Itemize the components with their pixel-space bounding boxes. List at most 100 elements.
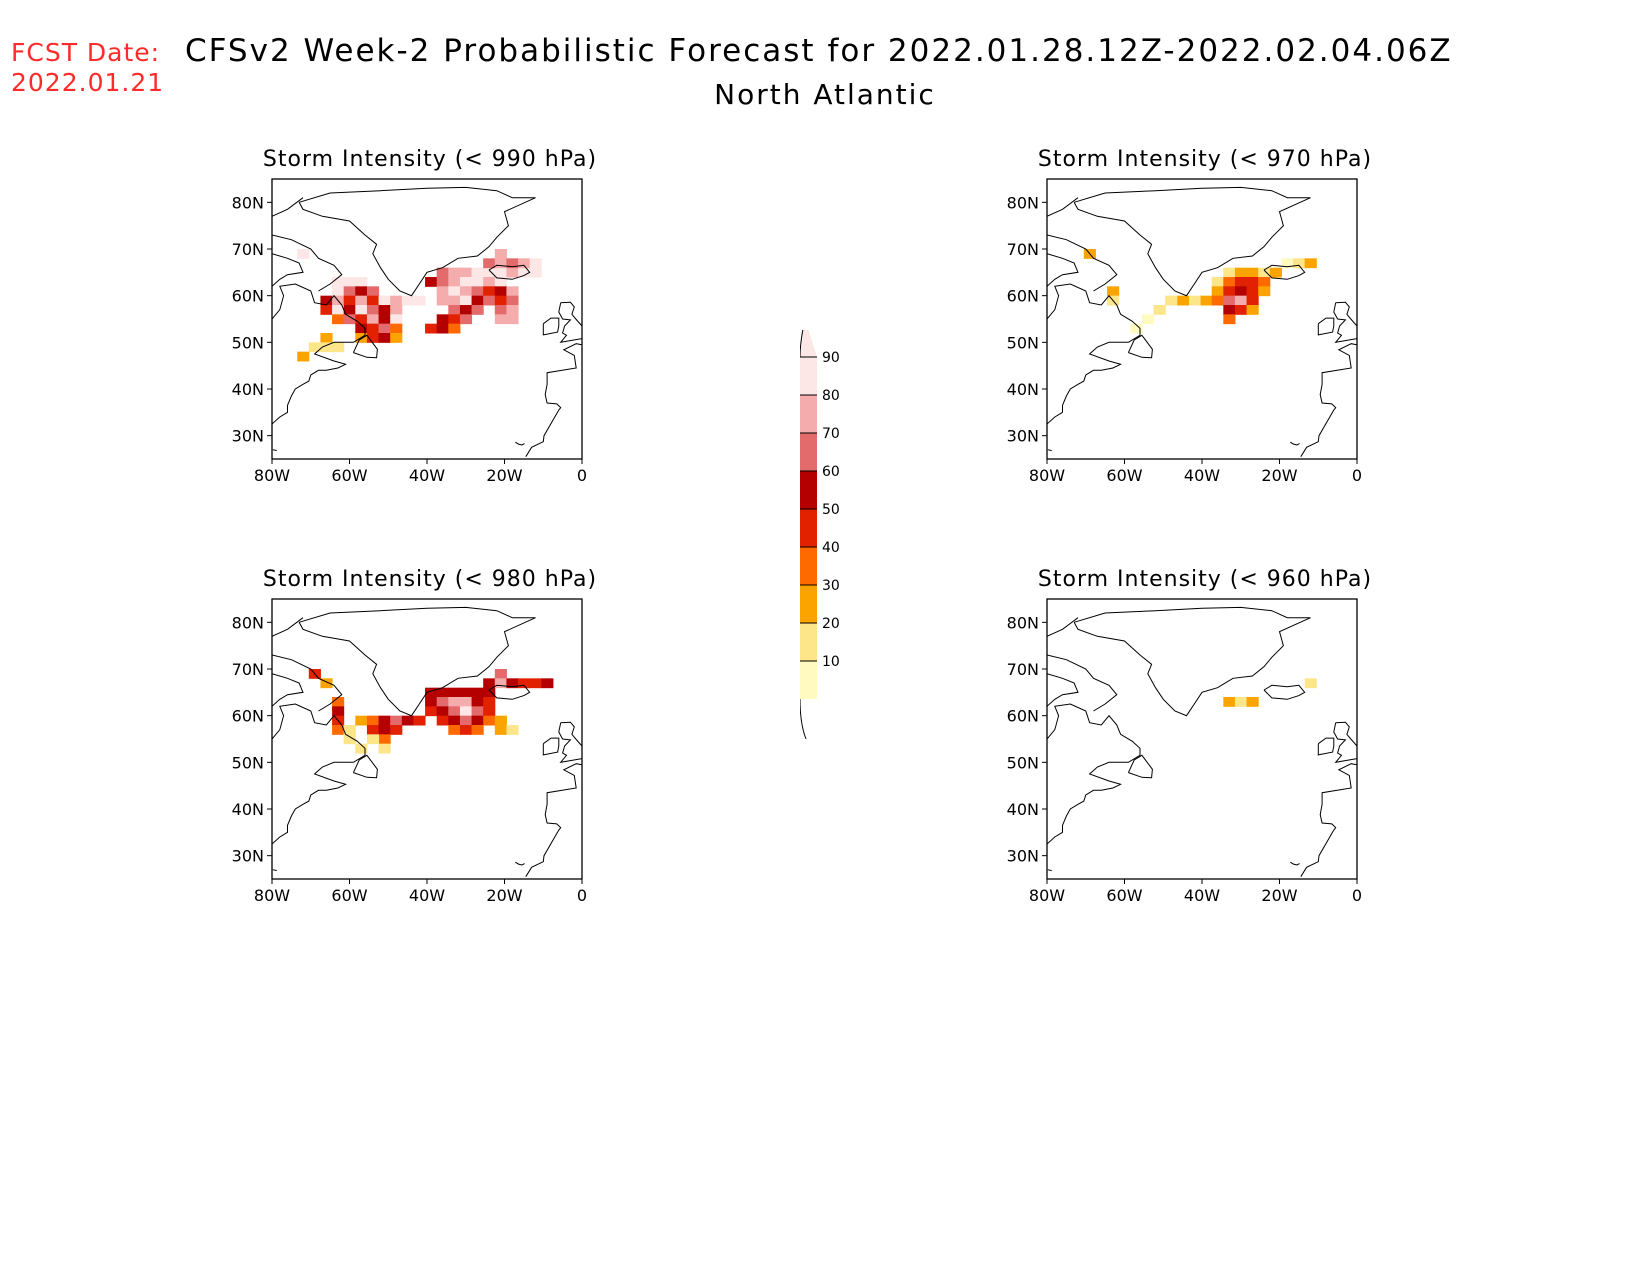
coastline [1290,861,1300,866]
probability-cell [494,669,507,679]
coastline [352,754,378,779]
probability-cell [448,697,461,707]
map-frame [271,598,583,880]
coastline [1047,283,1141,425]
probability-cell [343,277,356,287]
probability-cell [436,687,449,698]
probability-cell [494,295,507,306]
probability-cell [1107,286,1120,297]
probability-cell [425,323,438,334]
coastline [1047,197,1079,217]
probability-cell [366,295,380,306]
lat-label: 50N [232,333,264,352]
probability-cell [448,295,461,306]
lat-label: 80N [232,613,264,632]
probability-cell [459,725,473,735]
probability-cell [1269,267,1282,278]
probability-cell [459,277,473,287]
probability-cell [518,678,531,689]
probability-cell [459,267,473,278]
probability-cell [448,277,461,287]
probability-cell [436,323,449,334]
colorbar-extension-top [800,330,817,357]
probability-cell [390,725,403,735]
colorbar-label: 60 [822,464,840,480]
panel-title: Storm Intensity (< 990 hPa) [262,147,598,172]
probability-cell [1188,295,1201,306]
coastline [1333,721,1357,764]
colorbar: 10 20 30 40 50 60 70 80 90 [800,330,840,740]
probability-cell [1234,267,1248,278]
probability-cell [332,305,345,315]
coastline [1073,186,1311,297]
probability-cell [459,295,473,306]
lat-label: 80N [1007,613,1039,632]
map-svg: 80N 70N 60N 50N 40N 30N 80W 60W 40W 20W 0 [1007,598,1362,905]
colorbar-label: 50 [822,502,840,518]
coastline [298,606,536,717]
coastline [272,673,304,707]
probability-cell [471,267,484,278]
probability-cell [366,314,380,325]
coastline [558,301,582,344]
lon-label: 60W [1106,466,1142,485]
lat-label: 70N [232,240,264,259]
lat-label: 40N [1007,380,1039,399]
lon-label: 20W [1261,886,1297,905]
lon-label: 20W [1261,466,1297,485]
probability-cell [1246,295,1259,306]
probability-cell [459,706,473,717]
probability-cell [436,715,449,726]
probability-cell [436,314,449,325]
colorbar-swatch [800,395,817,433]
probability-cell [378,323,391,334]
probability-cell [459,697,473,707]
probability-cell [1246,305,1259,315]
probability-cell [355,715,368,726]
coastline [272,197,304,217]
probability-cell [1200,295,1213,306]
probability-cell [448,715,461,726]
probability-cell [1304,258,1317,269]
colorbar-swatch [800,661,817,699]
probability-cell [297,351,310,362]
probability-cell [448,314,461,325]
lat-label: 80N [1007,193,1039,212]
coastline [1127,754,1153,779]
coastlines [272,606,582,877]
probability-cell [483,295,496,306]
probability-cell [401,295,414,306]
probability-field [1223,678,1317,707]
probability-cell [378,295,391,306]
probability-cell [1223,267,1236,278]
probability-cell [471,687,484,698]
probability-cell [390,715,403,726]
colorbar-label: 70 [822,426,840,442]
coastline [352,334,378,359]
lat-label: 70N [1007,660,1039,679]
probability-cell [494,715,507,726]
probability-cell [343,286,356,297]
lon-label: 40W [409,466,445,485]
probability-cell [308,342,321,353]
coastlines [1047,186,1357,457]
colorbar-swatch [800,433,817,471]
probability-cell [425,706,438,717]
probability-cell [425,697,438,707]
coastline [1047,869,1052,872]
lat-label: 30N [232,427,264,446]
lon-label: 20W [486,466,522,485]
probability-cell [320,295,333,306]
lat-label: 50N [232,753,264,772]
coastline [272,654,343,712]
coastline [272,869,277,872]
coastline [1047,703,1141,845]
coastline [272,617,304,637]
coastline [525,343,582,457]
probability-cell [518,267,531,278]
probability-cell [494,725,507,735]
probability-cell [471,706,484,717]
probability-cell [1223,277,1236,287]
probability-cell [1258,286,1271,297]
probability-cell [448,706,461,717]
